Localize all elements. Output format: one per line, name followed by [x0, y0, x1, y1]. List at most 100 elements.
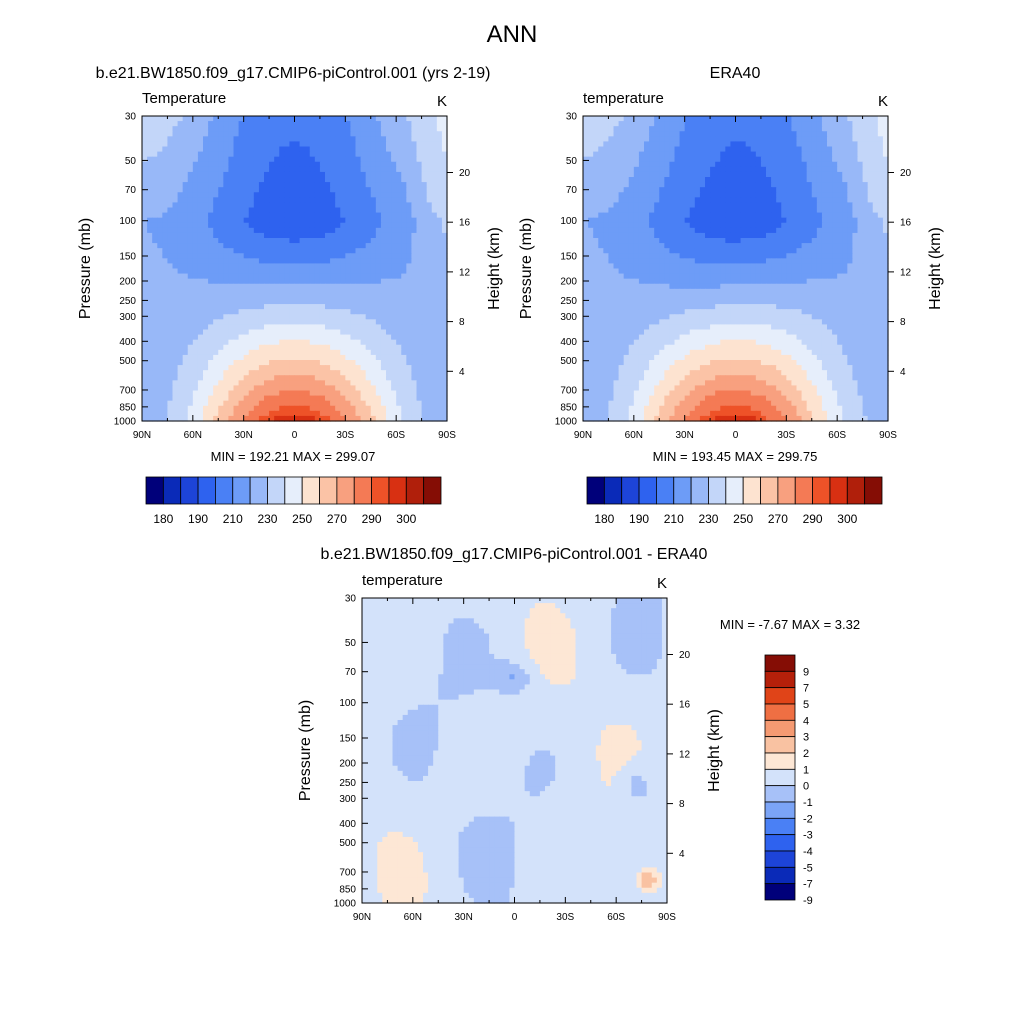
- contour-cell: [689, 202, 696, 209]
- contour-cell: [416, 141, 423, 148]
- contour-cell: [674, 161, 681, 168]
- contour-cell: [633, 121, 640, 127]
- contour-cell: [330, 354, 336, 361]
- contour-cell: [258, 187, 265, 193]
- contour-cell: [436, 253, 443, 259]
- contour-cell: [213, 405, 219, 412]
- contour-cell: [314, 329, 321, 336]
- contour-cell: [233, 329, 240, 336]
- contour-cell: [365, 319, 372, 326]
- contour-cell: [628, 182, 635, 188]
- contour-cell: [314, 349, 321, 356]
- contour-cell: [289, 268, 296, 275]
- contour-cell: [172, 182, 179, 188]
- contour-cell: [766, 166, 772, 173]
- contour-cell: [233, 365, 240, 371]
- contour-cell: [735, 192, 742, 198]
- contour-cell: [238, 314, 245, 320]
- contour-cell: [279, 151, 285, 158]
- contour-cell: [608, 161, 615, 168]
- contour-cell: [730, 182, 737, 188]
- contour-cell: [335, 273, 341, 280]
- contour-cell: [213, 360, 219, 366]
- contour-cell: [208, 410, 214, 417]
- contour-cell: [623, 171, 630, 178]
- contour-cell: [335, 390, 341, 397]
- contour-cell: [613, 202, 620, 209]
- contour-cell: [294, 151, 301, 158]
- contour-cell: [396, 121, 402, 127]
- contour-cell: [152, 349, 158, 356]
- contour-cell: [705, 116, 711, 122]
- contour-cell: [228, 116, 235, 122]
- contour-cell: [243, 334, 250, 341]
- contour-cell: [304, 177, 311, 183]
- contour-cell: [233, 212, 240, 219]
- contour-cell: [441, 309, 448, 315]
- contour-cell: [162, 177, 169, 183]
- contour-cell: [862, 197, 869, 204]
- contour-cell: [187, 395, 194, 402]
- contour-cell: [325, 253, 331, 259]
- contour-cell: [827, 177, 833, 183]
- contour-cell: [289, 400, 296, 407]
- contour-cell: [406, 288, 413, 295]
- contour-cell: [335, 232, 341, 239]
- contour-cell: [177, 156, 184, 163]
- contour-cell: [218, 339, 224, 346]
- contour-cell: [218, 283, 224, 290]
- contour-cell: [847, 171, 854, 178]
- contour-cell: [370, 288, 377, 295]
- contour-cell: [862, 141, 869, 148]
- contour-cell: [319, 182, 326, 188]
- contour-cell: [152, 161, 158, 168]
- contour-cell: [294, 415, 301, 422]
- contour-cell: [426, 187, 433, 193]
- contour-cell: [421, 309, 428, 315]
- contour-cell: [355, 360, 362, 366]
- contour-cell: [796, 192, 803, 198]
- contour-cell: [837, 141, 843, 148]
- contour-cell: [228, 304, 235, 310]
- contour-cell: [309, 121, 316, 127]
- contour-cell: [294, 268, 301, 275]
- colorbar-swatch: [405, 476, 425, 505]
- contour-cell: [264, 380, 270, 387]
- contour-cell: [365, 273, 372, 280]
- contour-cell: [375, 410, 382, 417]
- contour-cell: [223, 309, 230, 315]
- contour-cell: [811, 151, 818, 158]
- contour-cell: [832, 121, 838, 127]
- contour-cell: [223, 146, 230, 153]
- contour-cell: [776, 177, 782, 183]
- contour-cell: [172, 380, 179, 387]
- contour-cell: [203, 283, 209, 290]
- contour-cell: [152, 151, 158, 158]
- contour-cell: [710, 141, 716, 148]
- contour-cell: [325, 248, 331, 254]
- contour-cell: [233, 288, 240, 295]
- contour-cell: [274, 385, 280, 392]
- contour-cell: [365, 278, 372, 285]
- contour-cell: [258, 232, 265, 239]
- contour-cell: [299, 258, 306, 265]
- contour-cell: [365, 380, 372, 387]
- contour-cell: [309, 365, 316, 371]
- contour-cell: [274, 263, 280, 270]
- contour-cell: [426, 283, 433, 290]
- contour-cell: [380, 415, 387, 422]
- contour-cell: [264, 334, 270, 341]
- contour-cell: [796, 136, 803, 143]
- contour-cell: [152, 141, 158, 148]
- contour-cell: [391, 187, 397, 193]
- contour-cell: [294, 248, 301, 254]
- contour-cell: [289, 197, 296, 204]
- contour-cell: [745, 126, 752, 132]
- contour-cell: [238, 319, 245, 326]
- contour-cell: [786, 156, 793, 163]
- contour-cell: [766, 126, 772, 132]
- contour-cell: [396, 136, 402, 143]
- contour-cell: [416, 278, 423, 285]
- contour-cell: [613, 197, 620, 204]
- contour-cell: [431, 151, 438, 158]
